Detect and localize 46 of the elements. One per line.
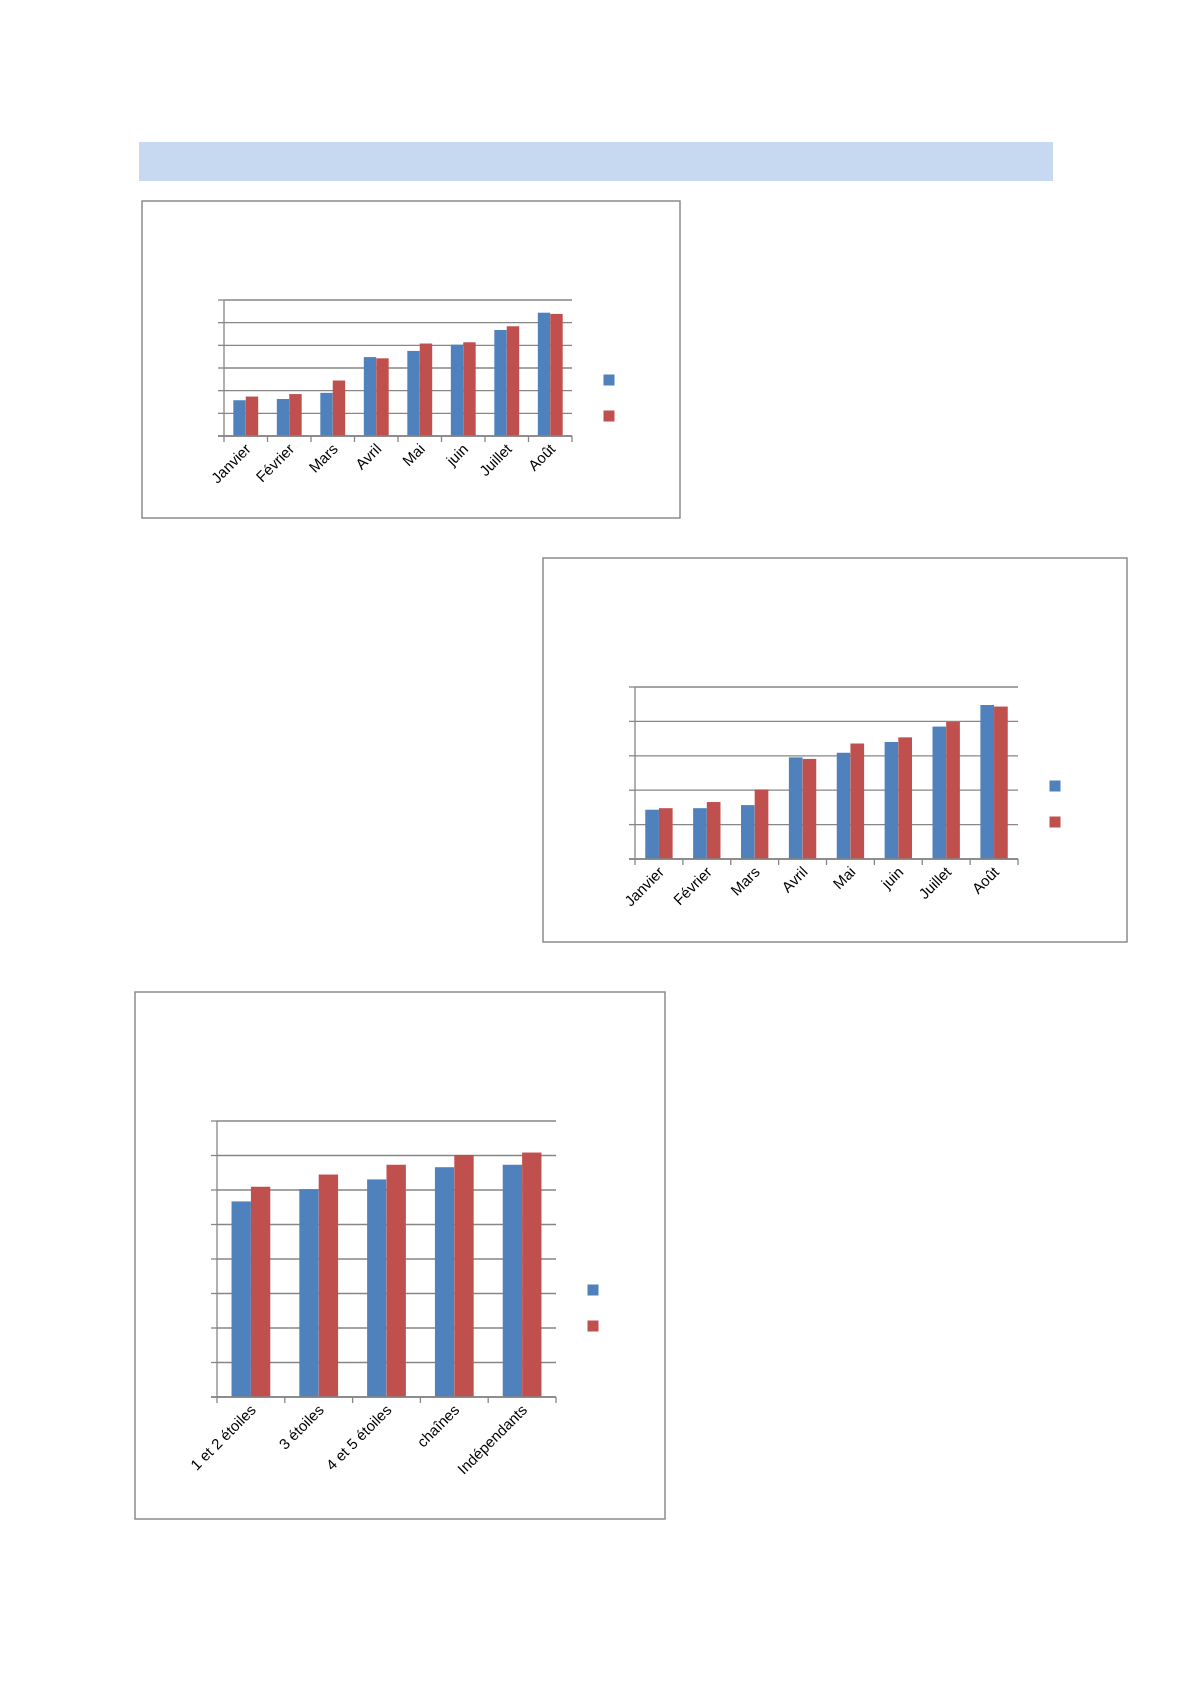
x-tick-label: Mai: [398, 440, 428, 470]
bar: [980, 705, 995, 859]
bar: [693, 808, 707, 859]
bar: [836, 752, 851, 859]
bar: [318, 1174, 339, 1397]
bar: [754, 789, 769, 859]
bar: [788, 757, 803, 859]
bar: [376, 358, 389, 436]
bar: [332, 380, 346, 436]
x-tick-label: juin: [442, 440, 472, 470]
bar: [946, 721, 960, 859]
bar: [522, 1152, 542, 1397]
bar: [537, 312, 551, 436]
bar: [276, 399, 290, 436]
bar: [884, 741, 899, 859]
x-tick-label: juin: [877, 863, 907, 893]
bar: [802, 758, 817, 859]
bar: [299, 1189, 319, 1398]
bar: [741, 805, 755, 859]
bar: [463, 342, 476, 436]
bar: [434, 1167, 455, 1397]
bar: [367, 1179, 387, 1397]
bar: [502, 1164, 523, 1397]
bar: [850, 743, 865, 859]
bar: [419, 343, 433, 436]
bar: [994, 706, 1008, 859]
bar: [407, 350, 420, 436]
bar: [250, 1186, 271, 1397]
bar: [233, 400, 246, 436]
bar: [506, 326, 520, 436]
bar: [706, 802, 721, 859]
bar: [320, 392, 333, 436]
bar: [494, 329, 507, 436]
bar: [932, 726, 947, 859]
bar: [386, 1164, 406, 1397]
bar: [550, 313, 563, 436]
bar: [289, 394, 302, 436]
x-tick-label: Mai: [829, 863, 859, 893]
bar: [231, 1201, 251, 1397]
bar: [363, 357, 377, 436]
bar: [658, 808, 673, 859]
bar: [645, 809, 659, 859]
bar: [898, 737, 912, 859]
bar: [245, 396, 259, 436]
bar: [450, 344, 464, 436]
bar: [454, 1154, 474, 1397]
